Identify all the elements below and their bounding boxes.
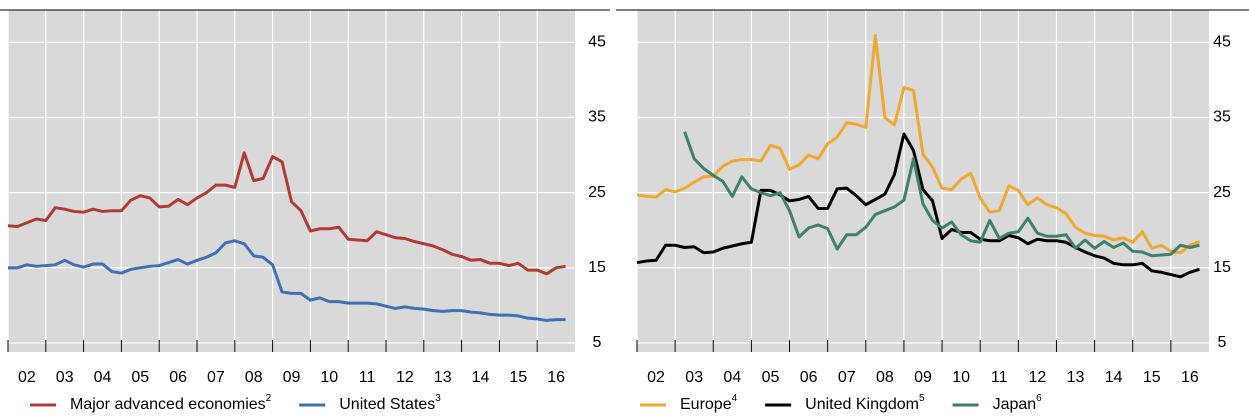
plot-background [637,10,1209,352]
x-tick-label: 12 [1029,369,1047,386]
y-tick-label: 35 [588,109,606,126]
y-tick-label: 15 [588,259,606,276]
legend-name: United States [339,396,435,413]
x-tick-label: 09 [914,369,932,386]
x-tick-label: 05 [131,369,149,386]
legend-name: Europe [680,396,732,413]
legend-label: United States3 [339,393,441,414]
legend-footnote: 6 [1036,393,1042,404]
y-tick-label: 45 [588,34,606,51]
series-line [7,151,566,276]
y-tick-label: 15 [1213,259,1231,276]
series-line [8,239,566,322]
legend-label: Major advanced economies2 [70,393,272,414]
x-tick-label: 16 [1181,369,1199,386]
x-tick-label: 04 [94,369,112,386]
legend-label: Europe4 [680,393,738,414]
x-tick-label: 06 [169,369,187,386]
y-tick-label: 25 [588,184,606,201]
series-line [636,34,1201,255]
x-tick-label: 02 [18,369,36,386]
x-tick-label: 12 [396,369,414,386]
legend-name: Japan [993,396,1037,413]
legend-label: Japan6 [993,393,1043,414]
series-line [683,131,1200,258]
x-tick-label: 11 [359,369,376,386]
x-tick-label: 10 [320,369,338,386]
y-tick-label: 25 [1213,184,1231,201]
x-tick-label: 09 [283,369,301,386]
x-tick-label: 13 [434,369,452,386]
legend-name: Major advanced economies [70,396,266,413]
x-tick-label: 06 [800,369,818,386]
x-tick-label: 05 [762,369,780,386]
y-tick-label: 5 [1218,334,1227,351]
x-tick-label: 14 [1105,369,1123,386]
legend-name: United Kingdom [805,396,919,413]
plot-background [8,10,575,352]
legend-footnote: 2 [266,393,272,404]
x-tick-label: 15 [1143,369,1161,386]
x-tick-label: 13 [1067,369,1085,386]
x-tick-label: 07 [207,369,225,386]
y-tick-label: 35 [1213,109,1231,126]
legend-footnote: 4 [732,393,738,404]
x-tick-label: 04 [723,369,741,386]
y-tick-label: 45 [1213,34,1231,51]
x-tick-label: 03 [56,369,74,386]
x-tick-label: 02 [647,369,665,386]
y-tick-label: 5 [593,334,602,351]
x-tick-label: 16 [547,369,565,386]
series-line [636,132,1200,279]
legend-footnote: 3 [435,393,441,404]
x-tick-label: 11 [991,369,1008,386]
x-tick-label: 14 [472,369,490,386]
x-tick-label: 10 [952,369,970,386]
x-tick-label: 08 [876,369,894,386]
legend-footnote: 5 [919,393,925,404]
legend-label: United Kingdom5 [805,393,925,414]
x-tick-label: 03 [685,369,703,386]
x-tick-label: 08 [245,369,263,386]
x-tick-label: 15 [509,369,527,386]
x-tick-label: 07 [838,369,856,386]
